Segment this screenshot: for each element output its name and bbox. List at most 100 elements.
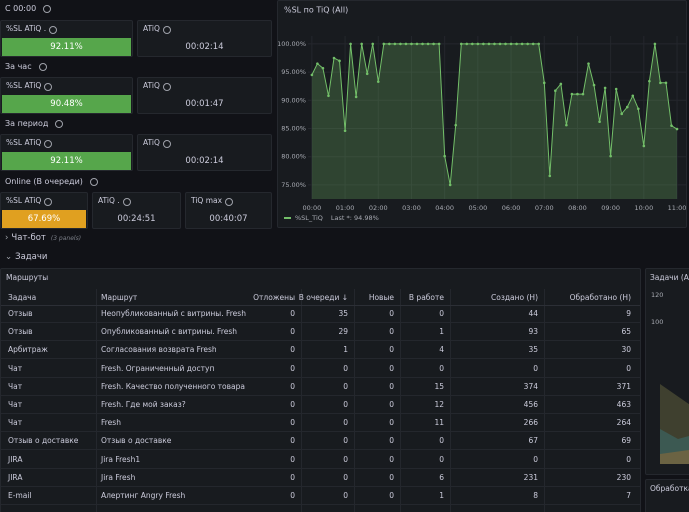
chart-panel: %SL по TiQ (All) 75.00% 80.00% 85.00% 90.00…: [277, 0, 687, 228]
row-divider: [1, 449, 640, 451]
table-cell: Чат: [8, 381, 23, 391]
info-icon: [49, 26, 58, 34]
data-point: [598, 120, 601, 124]
table-cell: Отзыв: [8, 327, 33, 337]
data-point: [504, 42, 507, 46]
table-cell: 0: [290, 418, 295, 428]
stat-panel: %SL ATiQ 90.48%: [0, 77, 133, 114]
info-icon: [44, 83, 53, 91]
data-point: [664, 81, 668, 85]
stat-value: 90.48%: [50, 99, 83, 109]
row-divider: [1, 322, 640, 323]
stat-title: %SL ATiQ .: [6, 24, 47, 33]
table-cell: 0: [389, 363, 394, 373]
table-cell: 0: [389, 400, 394, 409]
table-cell: 1: [439, 327, 444, 337]
table-cell: Чат: [8, 363, 23, 373]
table-cell: 0: [343, 472, 348, 482]
row-divider: [1, 394, 640, 396]
table-cell: Маршрут: [101, 293, 138, 302]
table-cell: 0: [626, 363, 631, 373]
data-point: [570, 92, 574, 96]
table-cell: 371: [616, 381, 631, 391]
row-divider: [1, 504, 640, 505]
data-point: [565, 123, 568, 127]
stat-title: TiQ max: [191, 196, 223, 205]
table-cell: 93: [528, 327, 538, 337]
table-cell: JIRA: [8, 472, 23, 482]
info-icon: [89, 178, 98, 186]
row-divider: [1, 358, 640, 360]
table-cell: 1: [439, 491, 444, 500]
x-tick-label: 09:00: [601, 204, 620, 212]
table-cell: 9: [626, 309, 631, 318]
stat-value: 92.11%: [50, 156, 83, 166]
data-point: [365, 72, 369, 76]
table-cell: 0: [439, 436, 444, 446]
table-cell: 456: [523, 400, 538, 409]
data-point: [592, 83, 596, 87]
table-cell: 0: [290, 491, 295, 500]
y-tick-label: 100: [651, 318, 664, 326]
table-cell: 0: [343, 436, 348, 446]
table-cell: E-mail: [8, 491, 32, 500]
chevron: ⌄: [5, 252, 13, 262]
data-point: [354, 95, 358, 99]
side-panel: Обработка: [645, 479, 689, 512]
data-point: [637, 107, 640, 111]
side-shapes: [660, 384, 689, 464]
data-point: [316, 62, 319, 65]
stat-panel: ATiQ . 00:24:51: [92, 192, 181, 229]
table-title: Маршруты: [6, 273, 49, 282]
data-point: [493, 42, 496, 46]
data-point: [482, 42, 485, 46]
section-label: C 00:00: [5, 4, 37, 13]
table-cell: Fresh. Качество полученного товара: [101, 381, 245, 391]
expanded-row[interactable]: ⌄ Задачи: [5, 252, 47, 262]
table-cell: 230: [616, 472, 631, 482]
x-tick-label: 08:00: [568, 204, 587, 212]
table-cell: 0: [290, 436, 295, 446]
section-label: За час: [5, 62, 32, 71]
table-cell: Отзыв: [8, 309, 33, 318]
stat-bar: 92.11%: [2, 152, 131, 170]
column-divider: [301, 289, 302, 512]
table-cell: 0: [343, 381, 348, 391]
info-icon: [43, 5, 52, 13]
y-tick-label: 90.00%: [281, 96, 306, 104]
table-cell: 264: [616, 418, 631, 428]
stat-value: 00:02:14: [185, 156, 224, 166]
data-point: [376, 80, 380, 83]
table-cell: Чат: [8, 400, 23, 409]
table-cell: 0: [343, 454, 348, 464]
info-icon: [44, 140, 53, 148]
data-point: [471, 42, 474, 46]
chart: %SL по TiQ (All) 75.00% 80.00% 85.00% 90.00…: [278, 6, 687, 222]
data-point: [437, 42, 441, 46]
data-point: [509, 42, 513, 46]
x-tick-label: 06:00: [502, 204, 521, 212]
column-divider: [450, 289, 451, 512]
stat-title: ATiQ: [143, 81, 160, 90]
table-cell: 0: [389, 327, 394, 337]
data-point: [559, 82, 563, 86]
table-cell: 0: [343, 491, 348, 500]
column-divider: [354, 289, 355, 512]
row-title: Задачи: [15, 252, 48, 262]
data-point: [454, 123, 458, 127]
column-divider: [544, 289, 545, 512]
table-cell: 4: [439, 345, 444, 355]
stat-panel: %SL ATiQ 67.69%: [0, 192, 88, 229]
stat-title: %SL ATiQ: [6, 138, 42, 147]
collapsed-row[interactable]: › Чат-бот (3 panels): [5, 233, 81, 243]
x-tick-label: 11:00: [668, 204, 687, 212]
data-point: [520, 42, 524, 46]
table-cell: Fresh. Ограниченный доступ: [101, 363, 215, 373]
table-cell: 0: [533, 454, 538, 464]
table-cell: JIRA: [8, 454, 23, 464]
row-divider: [1, 305, 640, 306]
data-point: [382, 42, 386, 46]
table-cell: 0: [389, 491, 394, 500]
table-cell: 0: [533, 363, 538, 373]
